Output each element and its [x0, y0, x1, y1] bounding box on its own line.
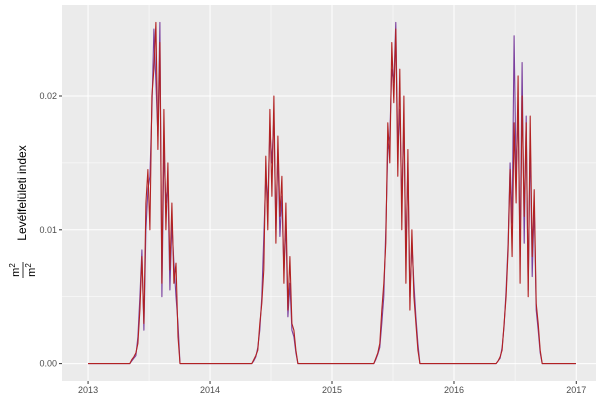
y-axis-unit: m2 m2 — [8, 262, 38, 278]
svg-text:m2: m2 — [8, 263, 22, 277]
y-tick-label: 0.02 — [39, 91, 57, 101]
y-axis-label: Levélfelületi index — [15, 145, 29, 240]
y-tick-label: 0.01 — [39, 225, 57, 235]
y-tick-label: 0.00 — [39, 359, 57, 369]
series-line-2 — [88, 21, 576, 365]
x-tick-label: 2017 — [566, 385, 586, 395]
svg-text:m2: m2 — [24, 263, 38, 277]
x-tick-label: 2013 — [78, 385, 98, 395]
x-tick-label: 2015 — [322, 385, 342, 395]
x-tick-label: 2016 — [444, 385, 464, 395]
x-tick-label: 2014 — [200, 385, 220, 395]
